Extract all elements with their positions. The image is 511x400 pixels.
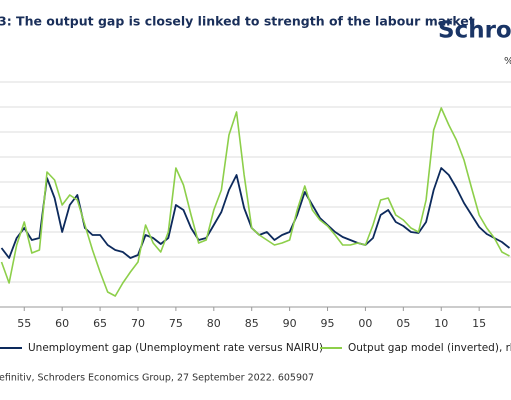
series-line bbox=[0, 107, 510, 297]
x-tick-label: 75 bbox=[169, 317, 183, 330]
x-tick-label: 15 bbox=[472, 317, 486, 330]
x-tick-label: 05 bbox=[396, 317, 410, 330]
x-tick-label: 85 bbox=[245, 317, 259, 330]
unit-label: % bbox=[504, 56, 511, 67]
x-tick-label: 00 bbox=[358, 317, 372, 330]
x-tick-label: 70 bbox=[131, 317, 145, 330]
source-note: efinitiv, Schroders Economics Group, 27 … bbox=[0, 373, 314, 384]
x-tick-label: 55 bbox=[17, 317, 31, 330]
x-tick-label: 80 bbox=[207, 317, 221, 330]
chart-title: 3: The output gap is closely linked to s… bbox=[0, 14, 475, 29]
x-tick-label: 60 bbox=[55, 317, 69, 330]
legend-label: Output gap model (inverted), rhs bbox=[348, 342, 511, 354]
x-tick-label: 95 bbox=[321, 317, 335, 330]
x-tick-label: 10 bbox=[434, 317, 448, 330]
logo: Schroc bbox=[438, 18, 511, 44]
x-tick-label: 90 bbox=[283, 317, 297, 330]
legend-label: Unemployment gap (Unemployment rate vers… bbox=[28, 342, 323, 354]
x-tick-label: 65 bbox=[93, 317, 107, 330]
